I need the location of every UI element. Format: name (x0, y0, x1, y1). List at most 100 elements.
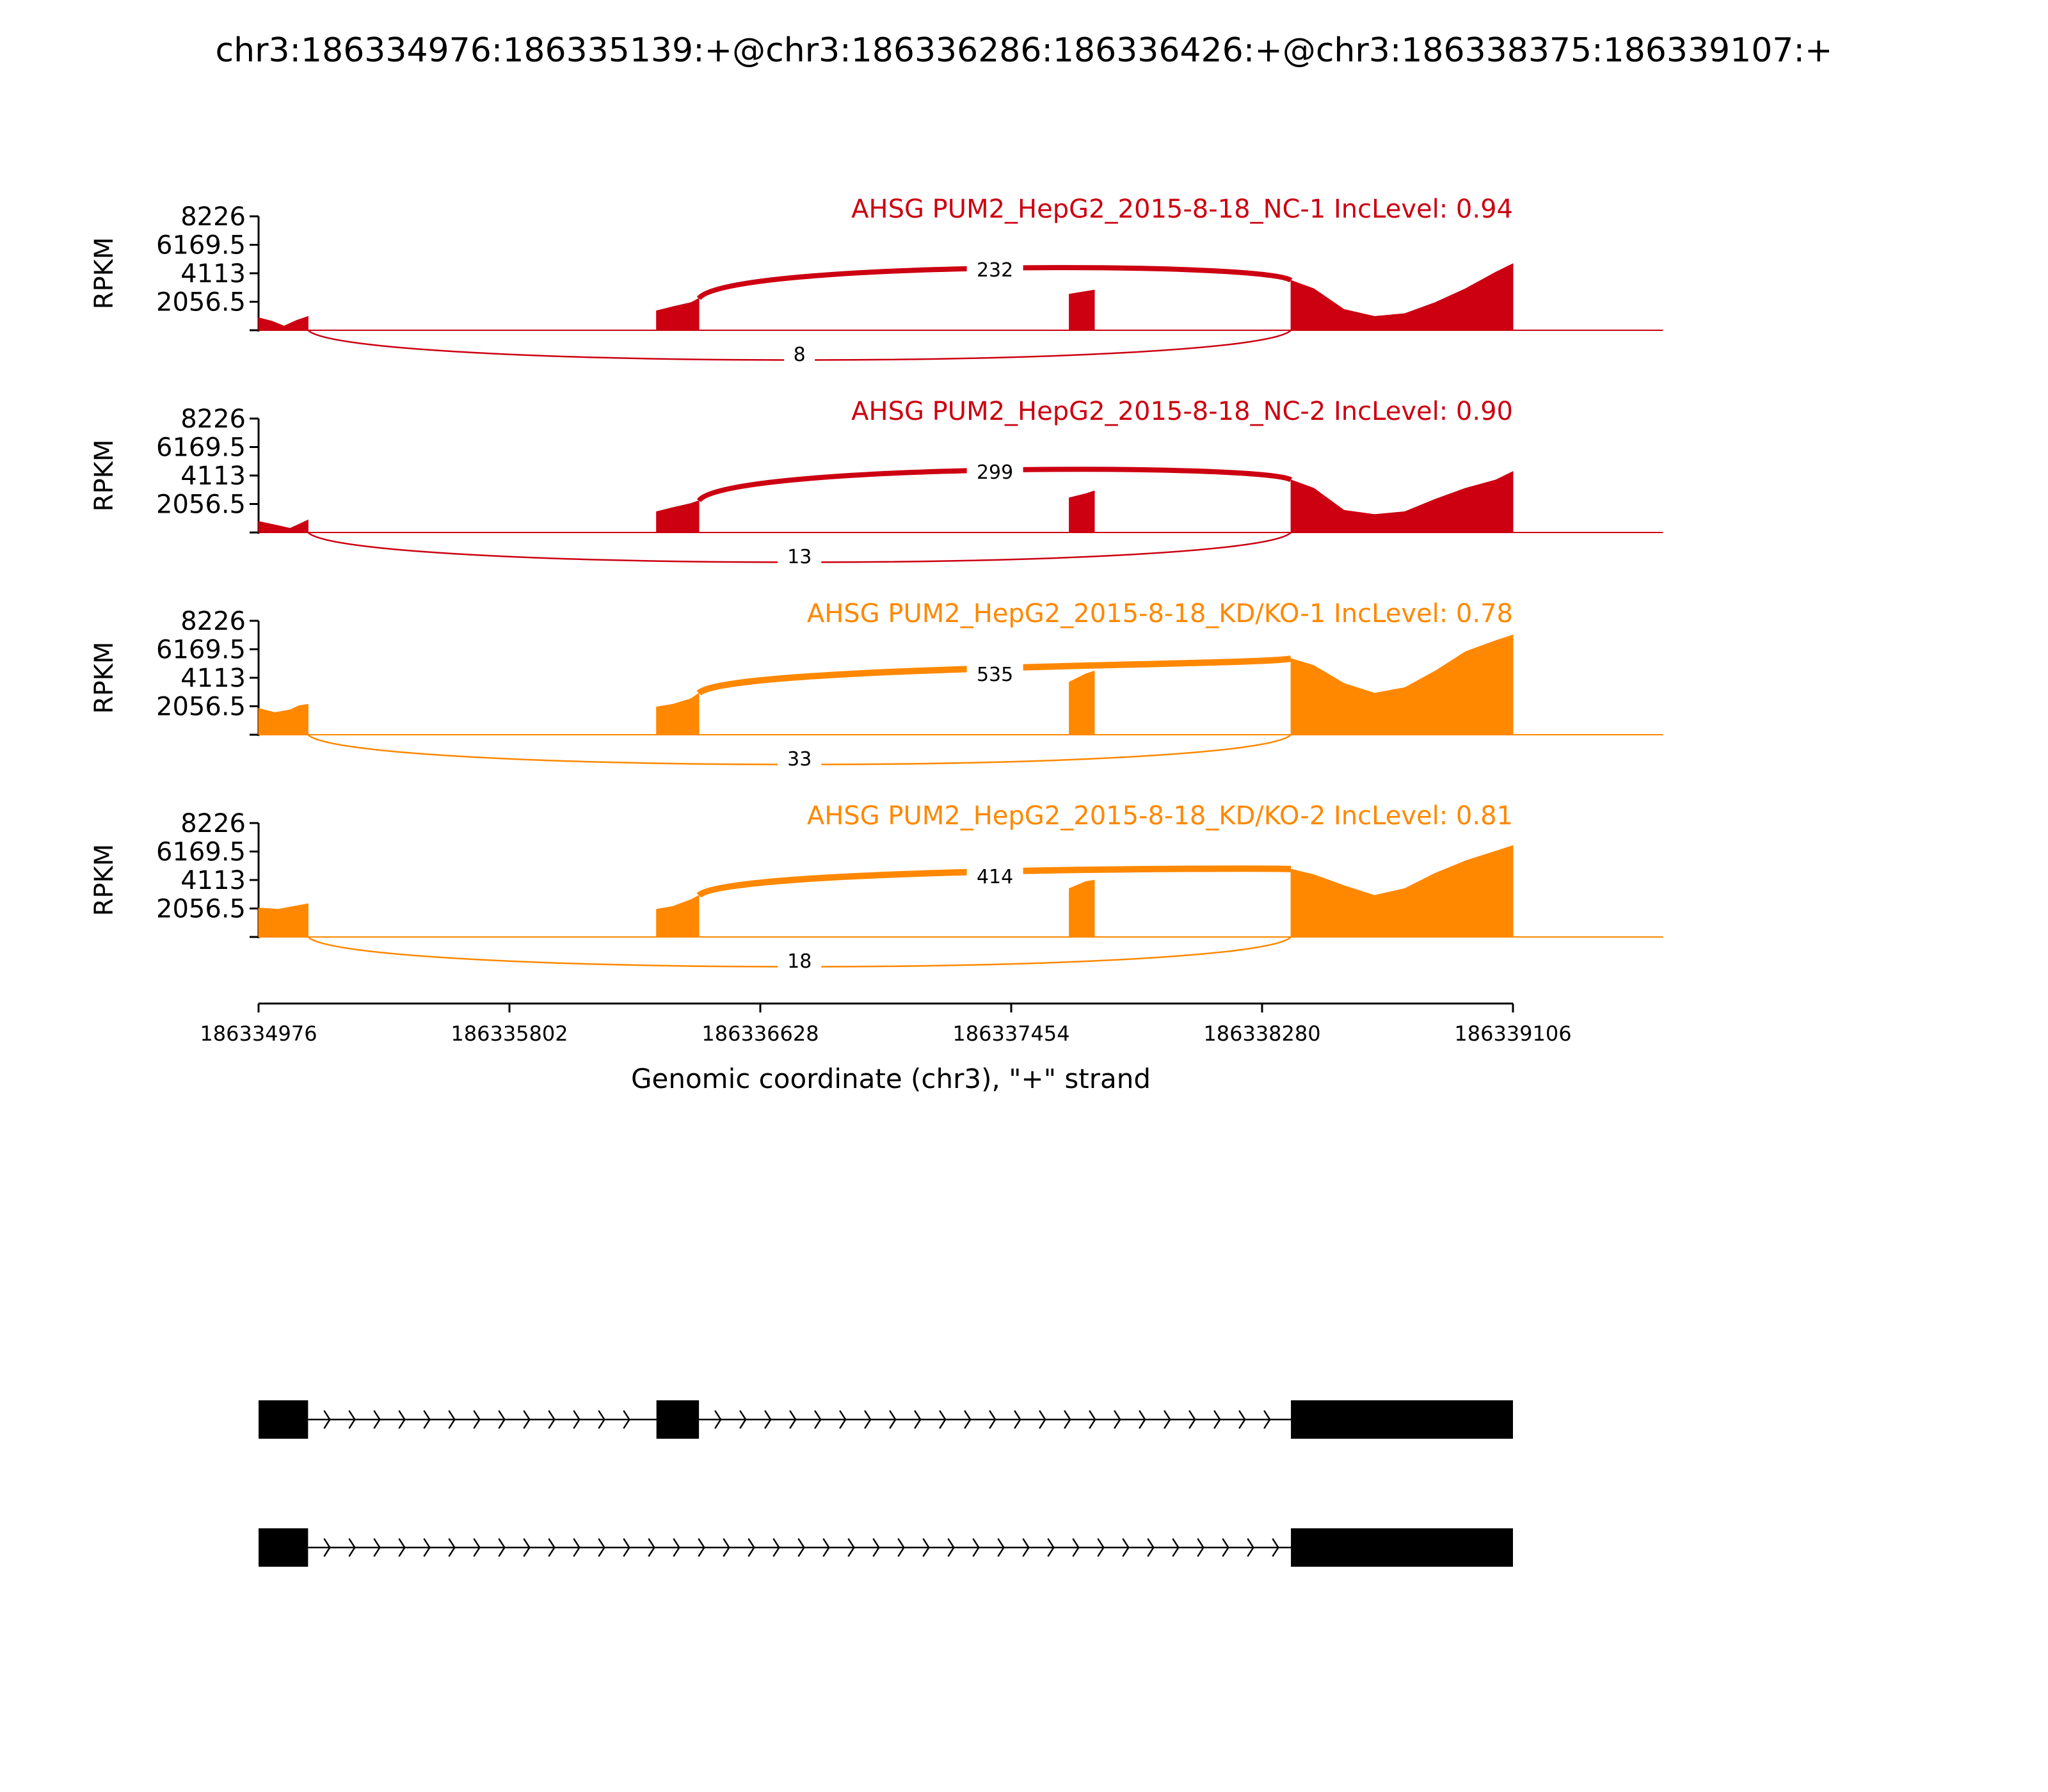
junction-label-bg (966, 663, 1023, 686)
y-tick-label: 4113 (180, 664, 246, 693)
strand-arrow (473, 1538, 481, 1557)
junction-count-label: 18 (787, 950, 812, 973)
strand-arrow (423, 1410, 431, 1429)
strand-arrow (872, 1538, 880, 1557)
strand-arrow (1222, 1538, 1229, 1557)
x-tick-label: 186337454 (952, 1021, 1069, 1046)
y-tick-label: 8226 (180, 404, 246, 434)
y-tick-label: 4113 (180, 866, 246, 895)
y-tick-label: 2056.5 (156, 288, 246, 317)
strand-arrow (398, 1410, 406, 1429)
junction-count-label: 232 (977, 259, 1013, 282)
coverage-area-3 (1069, 490, 1095, 533)
strand-arrow (1247, 1538, 1254, 1557)
y-axis-label: RPKM (90, 642, 119, 714)
isoform-structures (259, 1400, 1513, 1567)
coverage-area-4 (1290, 634, 1514, 735)
strand-arrow (598, 1538, 605, 1557)
strand-arrow (498, 1410, 506, 1429)
strand-arrow (448, 1410, 456, 1429)
coverage-area-3 (1069, 879, 1095, 938)
exon-block (259, 1528, 308, 1567)
coverage-area-3 (1069, 670, 1095, 735)
strand-arrow (1139, 1410, 1146, 1429)
coverage-area-2 (656, 500, 700, 533)
strand-arrow (398, 1538, 406, 1557)
strand-arrow (1047, 1538, 1055, 1557)
y-tick-label: 6169.5 (156, 231, 246, 260)
junction-label-bg (778, 748, 822, 771)
junction-count-label: 8 (794, 344, 806, 366)
strand-arrow (673, 1538, 680, 1557)
y-tick-label: 2056.5 (156, 895, 246, 924)
track-label: AHSG PUM2_HepG2_2015-8-18_KD/KO-2 IncLev… (807, 801, 1513, 831)
x-tick-label: 186338280 (1203, 1021, 1320, 1046)
strand-arrow (498, 1538, 506, 1557)
y-tick-label: 4113 (180, 259, 246, 289)
track-label: AHSG PUM2_HepG2_2015-8-18_KD/KO-1 IncLev… (807, 599, 1513, 628)
strand-arrow (573, 1410, 580, 1429)
junction-label-bg (778, 545, 822, 568)
strand-arrow (772, 1538, 780, 1557)
strand-arrow (764, 1410, 772, 1429)
junction-label-bg (778, 950, 822, 973)
strand-arrow (1039, 1410, 1046, 1429)
x-tick-label: 186336628 (701, 1021, 819, 1046)
coverage-area-2 (656, 895, 700, 938)
strand-arrow (1097, 1538, 1105, 1557)
track-label: AHSG PUM2_HepG2_2015-8-18_NC-2 IncLevel:… (851, 397, 1513, 426)
coverage-area-4 (1290, 845, 1514, 938)
strand-arrow (523, 1410, 531, 1429)
exon-block (259, 1400, 308, 1439)
strand-arrow (1022, 1538, 1030, 1557)
strand-arrow (423, 1538, 431, 1557)
strand-arrow (1147, 1538, 1155, 1557)
exon-block (1291, 1528, 1513, 1567)
strand-arrow (1263, 1410, 1271, 1429)
strand-arrow (714, 1410, 722, 1429)
strand-arrow (889, 1410, 897, 1429)
coverage-area-1 (258, 703, 308, 735)
strand-arrow (348, 1538, 356, 1557)
strand-arrow (448, 1538, 456, 1557)
strand-arrow (914, 1410, 922, 1429)
strand-arrow (939, 1410, 947, 1429)
y-axis-label: RPKM (90, 844, 119, 916)
strand-arrow (548, 1538, 556, 1557)
strand-arrow (864, 1410, 872, 1429)
strand-arrow (847, 1538, 855, 1557)
strand-arrow (1122, 1538, 1130, 1557)
strand-arrow (323, 1410, 331, 1429)
strand-arrow (1064, 1410, 1071, 1429)
strand-arrow (964, 1410, 972, 1429)
strand-arrow (897, 1538, 905, 1557)
strand-arrow (997, 1538, 1005, 1557)
strand-arrow (947, 1538, 955, 1557)
x-tick-label: 186339106 (1454, 1021, 1571, 1046)
isoform-1 (259, 1400, 1513, 1439)
strand-arrow (972, 1538, 980, 1557)
y-axis-label: RPKM (90, 440, 119, 512)
x-tick-label: 186334976 (200, 1021, 317, 1046)
strand-arrow (373, 1538, 381, 1557)
strand-arrow (573, 1538, 580, 1557)
strand-arrow (789, 1410, 797, 1429)
junction-label-bg (784, 343, 815, 366)
y-tick-label: 4113 (180, 461, 246, 491)
strand-arrow (1172, 1538, 1180, 1557)
y-tick-label: 6169.5 (156, 838, 246, 867)
y-tick-label: 8226 (180, 202, 246, 232)
junction-count-label: 414 (977, 866, 1013, 888)
strand-arrow (1072, 1538, 1080, 1557)
coverage-area-2 (656, 692, 700, 735)
coverage-area-1 (258, 316, 308, 331)
isoform-2 (259, 1528, 1513, 1567)
strand-arrow (748, 1538, 755, 1557)
y-tick-label: 6169.5 (156, 636, 246, 665)
